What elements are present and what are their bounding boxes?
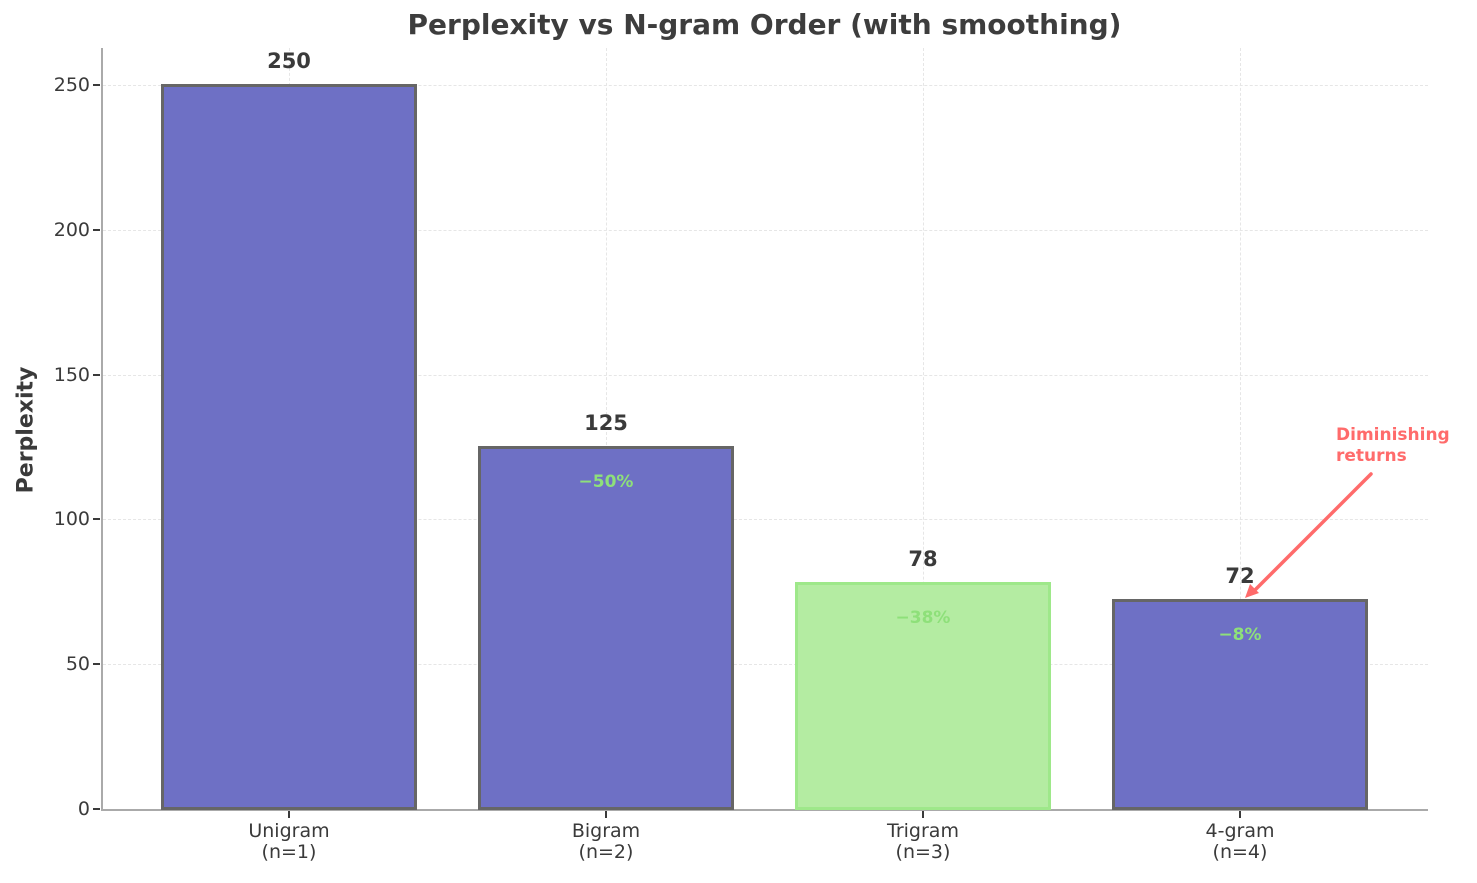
x-tick-label-order: (n=1): [261, 841, 317, 863]
bar-4-gram: [1112, 599, 1368, 810]
x-tick-mark: [605, 811, 607, 818]
y-tick-label: 0: [77, 798, 90, 820]
gridline-vertical: [923, 48, 924, 809]
bar-value-label: 72: [1225, 564, 1255, 589]
y-tick-mark: [93, 373, 100, 376]
annotation-line-2: returns: [1336, 446, 1407, 466]
x-tick-label-name: 4-gram: [1205, 820, 1275, 842]
gridline-horizontal: [103, 85, 1428, 86]
bar-trigram: [795, 582, 1051, 810]
gridline-vertical: [1240, 48, 1241, 809]
x-tick-mark: [1239, 811, 1241, 818]
y-tick-mark: [93, 84, 100, 86]
plot-area: 0 50 100 150 200 250 250 Unigram (n=1) 125 −50% Big…: [54, 48, 1428, 863]
y-tick-mark: [93, 228, 100, 231]
y-tick-label: 150: [53, 363, 90, 386]
y-tick-label: 250: [53, 74, 90, 96]
y-tick-mark: [93, 518, 100, 521]
bar-value-label: 78: [908, 547, 938, 572]
reduction-label: −50%: [578, 472, 634, 492]
chart-title: Perplexity vs N-gram Order (with smoothi…: [407, 8, 1122, 41]
x-tick-label-name: Unigram: [248, 820, 330, 842]
annotation-line-1: Diminishing: [1336, 425, 1450, 445]
gridline-vertical: [606, 48, 607, 809]
x-tick-label-name: Trigram: [887, 820, 959, 842]
x-tick-label: 4-gram (n=4): [1140, 821, 1340, 863]
y-axis-spine: [101, 48, 103, 810]
y-tick-label: 100: [53, 508, 90, 531]
x-tick-label-name: Bigram: [571, 820, 641, 842]
y-tick-label: 200: [53, 218, 90, 241]
bar-value-label: 125: [584, 411, 628, 435]
bar-bigram: [478, 446, 734, 810]
bar-value-label: 250: [267, 49, 311, 73]
x-axis-spine: [101, 809, 1428, 811]
x-tick-label: Unigram (n=1): [189, 821, 389, 863]
x-tick-mark: [922, 811, 924, 818]
y-tick-mark: [93, 663, 100, 666]
y-tick-label: 50: [65, 653, 90, 676]
gridline-horizontal: [103, 229, 1428, 231]
gridline-horizontal: [103, 664, 1428, 666]
gridline-horizontal: [103, 519, 1428, 521]
annotation-diminishing-returns: Diminishing returns: [1336, 425, 1450, 467]
x-tick-label-order: (n=2): [578, 841, 634, 863]
x-tick-label-order: (n=4): [1212, 841, 1268, 863]
reduction-label: −38%: [895, 608, 951, 629]
x-tick-label: Bigram (n=2): [506, 821, 706, 863]
x-tick-label-order: (n=3): [895, 841, 951, 863]
reduction-label: −8%: [1218, 625, 1262, 646]
gridline-horizontal: [103, 374, 1428, 376]
x-tick-mark: [288, 811, 290, 818]
x-tick-label: Trigram (n=3): [823, 821, 1023, 863]
bar-unigram: [161, 84, 417, 810]
y-tick-mark: [93, 808, 100, 810]
